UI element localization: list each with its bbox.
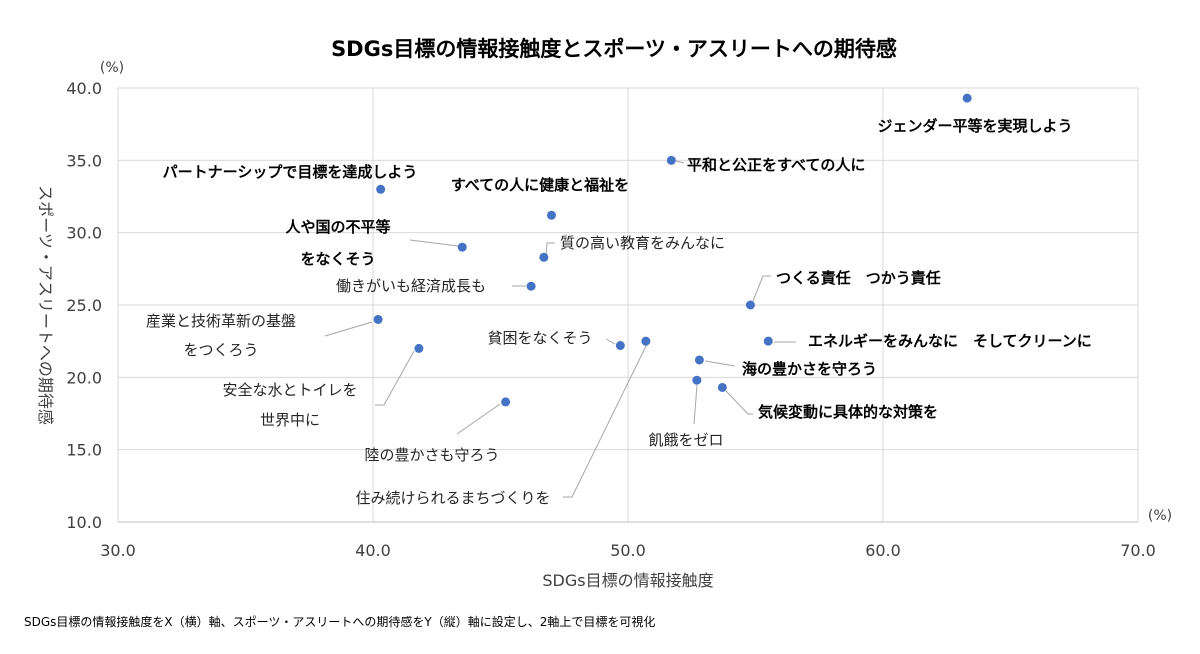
point-label: 産業と技術革新の基盤をつくろう <box>146 312 296 359</box>
scatter-point <box>539 252 549 262</box>
scatter-point <box>641 336 651 346</box>
point-label: 安全な水とトイレを世界中に <box>222 381 357 429</box>
y-tick-label: 20.0 <box>66 368 102 387</box>
scatter-point <box>457 242 467 252</box>
y-tick-label: 40.0 <box>66 79 102 98</box>
scatter-point <box>547 210 556 220</box>
point-label: 住み続けられるまちづくりを <box>355 489 550 507</box>
scatter-point <box>717 382 727 392</box>
y-tick-label: 35.0 <box>66 151 102 170</box>
leader-line <box>693 384 698 425</box>
y-tick-label: 10.0 <box>66 513 102 532</box>
point-label: 人や国の不平等をなくそう <box>285 218 390 268</box>
x-tick-label: 40.0 <box>355 541 391 560</box>
scatter-point <box>666 155 676 165</box>
point-label: 気候変動に具体的な対策を <box>758 403 938 421</box>
scatter-point <box>962 93 972 103</box>
point-label: 平和と公正をすべての人に <box>687 156 865 174</box>
leader-line <box>605 338 616 345</box>
point-label: パートナーシップで目標を達成しよう <box>163 163 418 181</box>
point-label: 働きがいも経済成長も <box>336 277 486 295</box>
point-label: 貧困をなくそう <box>487 329 592 347</box>
x-tick-label: 60.0 <box>865 541 901 560</box>
scatter-point <box>615 341 625 351</box>
scatter-point <box>376 184 386 194</box>
axis-ticks: 10.0 15.0 20.0 25.0 30.0 35.0 40.0 30.0 40.0 50.0… <box>66 79 1155 560</box>
scatter-point <box>763 336 773 346</box>
point-label: すべての人に健康と福祉を <box>451 176 629 194</box>
leader-line <box>563 343 648 498</box>
leader-line <box>324 321 373 337</box>
leader-line <box>704 360 736 367</box>
x-tick-label: 70.0 <box>1120 541 1156 560</box>
gridlines <box>117 87 1139 523</box>
x-tick-label: 50.0 <box>610 541 646 560</box>
point-label: 陸の豊かさも守ろう <box>364 446 499 464</box>
scatter-point <box>501 397 511 407</box>
x-tick-label: 30.0 <box>100 541 136 560</box>
point-label: エネルギーをみんなに そしてクリーンに <box>808 332 1092 350</box>
scatter-point <box>745 300 755 310</box>
leader-line <box>675 160 685 164</box>
y-tick-label: 30.0 <box>66 224 102 243</box>
leader-lines <box>324 160 796 498</box>
point-label: 海の豊かさを守ろう <box>742 360 877 378</box>
leader-line <box>409 239 459 247</box>
scatter-point <box>694 355 704 365</box>
scatter-point <box>692 375 702 385</box>
point-label: 飢餓をゼロ <box>648 431 723 449</box>
data-points <box>373 93 972 407</box>
leader-line <box>725 390 753 415</box>
scatter-point <box>526 281 536 291</box>
leader-line <box>375 350 415 406</box>
y-axis-label: スポーツ・アスリートへの期待感 <box>36 185 55 425</box>
point-label: 質の高い教育をみんなに <box>560 234 725 252</box>
y-axis-unit: (%) <box>100 60 124 76</box>
leader-line <box>545 242 555 256</box>
y-tick-label: 25.0 <box>66 296 102 315</box>
y-tick-label: 15.0 <box>66 441 102 460</box>
x-axis-unit: (%) <box>1148 508 1172 524</box>
point-label: つくる責任 つかう責任 <box>776 269 941 287</box>
leader-line <box>752 275 771 302</box>
x-axis-label: SDGs目標の情報接触度 <box>542 571 713 590</box>
footnote: SDGs目標の情報接触度をX（横）軸、スポーツ・アスリートへの期待感をY（縦）軸… <box>24 614 655 629</box>
scatter-point <box>373 314 383 324</box>
leader-line <box>456 403 501 435</box>
chart-title: SDGs目標の情報接触度とスポーツ・アスリートへの期待感 <box>331 37 897 61</box>
point-label: ジェンダー平等を実現しよう <box>877 117 1072 135</box>
scatter-point <box>414 343 424 353</box>
